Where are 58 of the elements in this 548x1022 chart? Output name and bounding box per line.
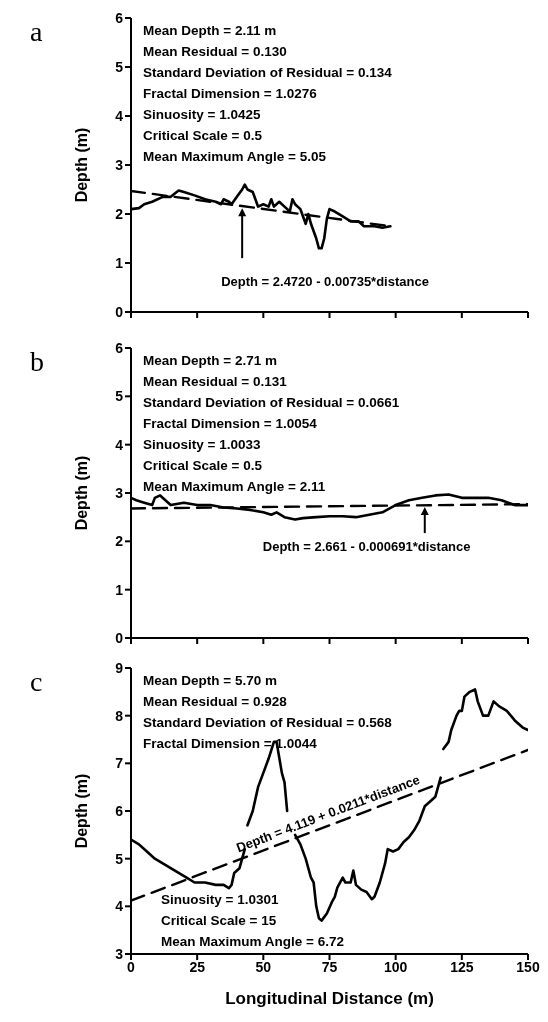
annotation: Sinuosity = 1.0301 [161, 891, 280, 909]
y-tick-label: 4 [115, 436, 124, 453]
x-tick-label: 125 [450, 958, 474, 975]
chart-title: a [30, 16, 43, 48]
annotation: Standard Deviation of Residual = 0.568 [143, 714, 392, 732]
annotation: Critical Scale = 15 [161, 912, 278, 930]
annotation: Mean Depth = 5.70 m [143, 672, 278, 690]
annotation: Mean Residual = 0.131 [143, 373, 288, 391]
y-tick-label: 0 [115, 629, 124, 646]
y-tick-label: 2 [115, 533, 124, 550]
annotation: Sinuosity = 1.0033 [143, 436, 262, 454]
annotation: Critical Scale = 0.5 [143, 127, 263, 145]
annotation: Depth = 2.661 - 0.000691*distance [262, 539, 471, 555]
y-tick-label: 9 [115, 659, 124, 676]
chart-title: b [30, 346, 44, 378]
y-tick-label: 1 [115, 254, 124, 271]
y-tick-label: 2 [115, 205, 124, 222]
annotation: Fractal Dimension = 1.0044 [143, 735, 318, 753]
annotation: Fractal Dimension = 1.0054 [143, 415, 318, 433]
y-tick-label: 3 [115, 945, 124, 962]
x-tick-label: 25 [189, 958, 206, 975]
x-tick-label: 100 [383, 958, 408, 975]
y-axis-title: Depth (m) [72, 455, 90, 531]
y-tick-label: 6 [115, 339, 124, 356]
y-tick-label: 3 [115, 484, 124, 501]
annotation: Mean Maximum Angle = 6.72 [161, 933, 344, 951]
x-axis-title: Longitudinal Distance (m) [225, 989, 434, 1008]
annotation: Standard Deviation of Residual = 0.134 [143, 64, 392, 82]
x-tick-label: 75 [321, 958, 338, 975]
annotation: Fractal Dimension = 1.0276 [143, 85, 318, 103]
x-tick-label: 150 [516, 958, 540, 975]
chart-title: c [30, 666, 43, 698]
y-tick-label: 5 [115, 388, 124, 405]
y-tick-label: 1 [115, 581, 124, 598]
y-tick-label: 6 [115, 802, 124, 819]
annotation: Mean Maximum Angle = 2.11 [143, 478, 327, 496]
y-tick-label: 8 [115, 707, 124, 724]
y-axis-title: Depth (m) [72, 127, 90, 203]
annotation: Sinuosity = 1.0425 [143, 106, 262, 124]
annotation: Critical Scale = 0.5 [143, 457, 263, 475]
y-tick-label: 5 [115, 850, 124, 867]
y-tick-label: 0 [115, 303, 124, 320]
y-tick-label: 3 [115, 156, 124, 173]
annotation: Standard Deviation of Residual = 0.0661 [143, 394, 400, 412]
annotation: Depth = 2.4720 - 0.00735*distance [221, 274, 429, 290]
y-tick-label: 4 [115, 898, 124, 915]
annotation: Mean Residual = 0.928 [143, 693, 288, 711]
y-axis-title: Depth (m) [72, 773, 90, 849]
annotation: Mean Depth = 2.71 m [143, 352, 278, 370]
y-tick-label: 4 [115, 107, 124, 124]
y-tick-label: 6 [115, 9, 124, 26]
x-tick-label: 50 [255, 958, 272, 975]
annotation: Mean Maximum Angle = 5.05 [143, 148, 327, 166]
x-tick-label: 0 [127, 958, 136, 975]
y-tick-label: 7 [115, 755, 124, 772]
annotation: Mean Depth = 2.11 m [143, 22, 278, 40]
annotation: Mean Residual = 0.130 [143, 43, 288, 61]
y-tick-label: 5 [115, 58, 124, 75]
